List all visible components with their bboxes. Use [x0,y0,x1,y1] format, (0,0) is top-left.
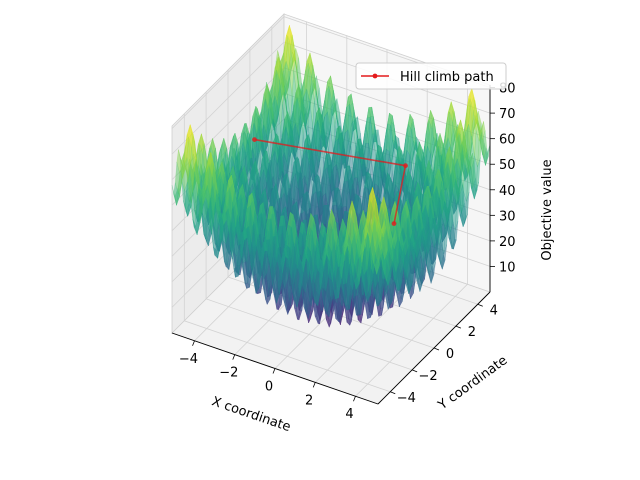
y-tick-label: −2 [419,369,438,384]
x-tick-label: 4 [345,407,353,422]
z-tick-label: 10 [499,260,516,275]
legend-frame [355,62,507,90]
x-tick-label: 0 [265,380,273,395]
legend-marker-swatch [372,73,378,79]
surface [171,25,491,328]
x-tick-label: −4 [179,352,198,367]
y-tick-label: 0 [446,347,454,362]
y-tick-mark [433,347,440,351]
z-tick-label: 30 [499,209,516,224]
x-tick-mark [232,354,236,360]
y-tick-mark [411,369,418,373]
x-tick-mark [272,368,276,374]
x-tick-mark [192,340,195,346]
y-tick-mark [477,303,483,307]
x-tick-label: −2 [219,366,238,381]
z-tick-label: 50 [499,158,516,173]
x-tick-mark [312,382,316,388]
surface-facet [374,256,380,275]
x-tick-label: 2 [305,393,313,408]
z-tick-label: 40 [499,184,516,199]
hill-climb-path [252,137,408,227]
y-tick-mark [390,391,396,395]
x-tick-labels: −4 −2 0 2 4 [179,340,356,422]
legend-entry-label: Hill climb path [400,70,494,85]
y-tick-label: 2 [468,325,476,340]
path-point [403,163,408,169]
z-axis-label: Objective value [540,159,555,260]
y-tick-label: 4 [490,303,498,318]
z-tick-label: 20 [499,235,516,250]
z-tick-label: 70 [499,107,516,122]
path-point [252,137,257,143]
y-tick-labels: −4−2 024 [390,303,498,406]
y-tick-mark [455,325,462,329]
y-gridline [227,70,435,349]
y-tick-label: −4 [397,391,416,406]
path-point [391,221,397,227]
legend: Hill climb path [355,62,507,90]
z-tick-label: 60 [499,133,516,148]
x-tick-mark [353,396,356,402]
